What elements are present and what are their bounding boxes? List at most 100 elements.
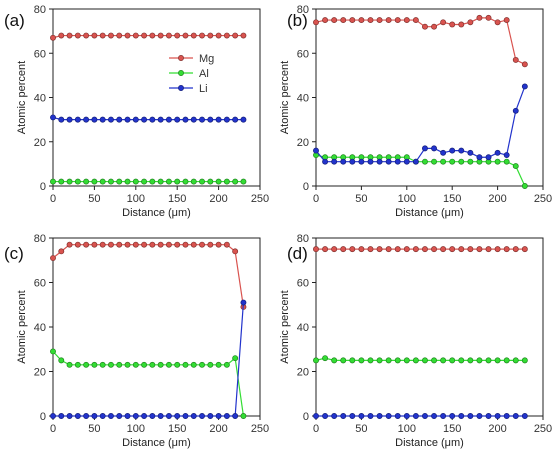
data-point-mg	[322, 246, 329, 253]
data-point-mg	[349, 17, 356, 24]
data-point-al	[207, 178, 214, 185]
data-point-mg	[157, 241, 164, 248]
data-point-al	[190, 361, 197, 368]
data-point-li	[157, 116, 164, 123]
data-point-li	[174, 116, 181, 123]
data-point-al	[149, 178, 156, 185]
data-point-li	[449, 413, 456, 419]
data-point-al	[199, 178, 205, 185]
data-point-al	[99, 361, 106, 368]
data-point-al	[108, 178, 114, 185]
data-point-al	[141, 361, 148, 368]
data-point-al	[182, 178, 189, 185]
data-point-li	[207, 413, 214, 419]
data-point-li	[394, 158, 401, 165]
data-point-mg	[141, 32, 148, 39]
data-point-li	[132, 413, 139, 419]
series-line-li	[52, 116, 244, 121]
y-tick-label: 0	[303, 411, 309, 423]
data-point-mg	[349, 246, 356, 253]
y-axis-title: Atomic percent	[16, 290, 28, 363]
series-line-al	[52, 351, 245, 417]
data-point-al	[174, 361, 181, 368]
data-point-mg	[132, 32, 139, 39]
data-point-mg	[376, 17, 383, 24]
data-point-mg	[394, 246, 401, 253]
data-point-al	[440, 357, 447, 364]
data-point-al	[240, 178, 247, 185]
plot-frame	[52, 237, 261, 417]
data-point-al	[349, 357, 356, 364]
data-point-al	[190, 178, 197, 185]
data-point-al	[458, 158, 465, 165]
data-point-mg	[331, 246, 338, 253]
x-tick-label: 200	[209, 193, 227, 205]
data-point-mg	[116, 241, 123, 248]
data-point-mg	[232, 248, 239, 255]
data-point-li	[367, 413, 374, 419]
data-point-mg	[83, 32, 90, 39]
data-point-mg	[376, 246, 383, 253]
data-point-li	[240, 116, 247, 123]
y-tick-label: 20	[34, 367, 46, 379]
data-point-al	[165, 178, 172, 185]
data-point-li	[66, 116, 73, 123]
data-point-mg	[331, 17, 338, 24]
legend-label-al: Al	[199, 68, 209, 80]
data-point-mg	[99, 241, 106, 248]
data-point-mg	[132, 241, 139, 248]
data-point-mg	[313, 19, 319, 26]
data-point-al	[174, 178, 181, 185]
data-point-li	[116, 413, 123, 419]
data-point-mg	[165, 32, 172, 39]
data-point-li	[83, 116, 90, 123]
y-tick-label: 0	[303, 181, 309, 193]
series-line-li	[53, 302, 245, 417]
y-tick-label: 40	[297, 93, 309, 105]
data-point-mg	[215, 241, 222, 248]
x-tick-label: 250	[534, 193, 552, 205]
data-point-mg	[74, 241, 81, 248]
data-point-mg	[223, 241, 230, 248]
x-tick-label: 100	[398, 193, 416, 205]
x-tick-label: 50	[355, 193, 367, 205]
data-point-al	[91, 178, 98, 185]
data-point-al	[223, 361, 230, 368]
data-point-mg	[149, 241, 156, 248]
y-tick-label: 20	[34, 137, 46, 149]
data-point-li	[521, 413, 528, 419]
data-point-mg	[458, 246, 465, 253]
data-point-li	[165, 413, 172, 419]
series-line-mg	[315, 17, 526, 65]
data-point-mg	[358, 17, 365, 24]
data-point-mg	[149, 32, 156, 39]
data-point-al	[385, 357, 392, 364]
data-point-mg	[422, 246, 428, 253]
data-point-al	[240, 413, 247, 419]
data-point-mg	[182, 241, 189, 248]
data-point-mg	[207, 32, 214, 39]
data-point-li	[149, 116, 156, 123]
y-tick-label: 20	[297, 137, 309, 149]
legend-marker-li	[178, 85, 184, 91]
x-axis-title: Distance (μm)	[395, 437, 464, 449]
data-point-mg	[124, 241, 131, 248]
data-point-mg	[467, 246, 474, 253]
data-point-mg	[199, 32, 205, 39]
data-point-li	[157, 413, 164, 419]
x-tick-label: 200	[488, 193, 506, 205]
series-line-al	[315, 154, 526, 187]
data-point-li	[74, 116, 81, 123]
data-point-al	[223, 178, 230, 185]
data-point-mg	[494, 246, 501, 253]
panel-0: 0 50 100 150 200 250 0 20 40 60 80 Distance (μm) Ato…	[4, 4, 269, 219]
data-point-al	[149, 361, 156, 368]
x-tick-label: 50	[88, 193, 100, 205]
data-point-li	[124, 116, 131, 123]
data-point-al	[165, 361, 172, 368]
data-point-mg	[165, 241, 172, 248]
data-point-al	[124, 361, 131, 368]
data-point-li	[376, 413, 383, 419]
data-point-mg	[340, 246, 347, 253]
data-point-al	[412, 357, 419, 364]
